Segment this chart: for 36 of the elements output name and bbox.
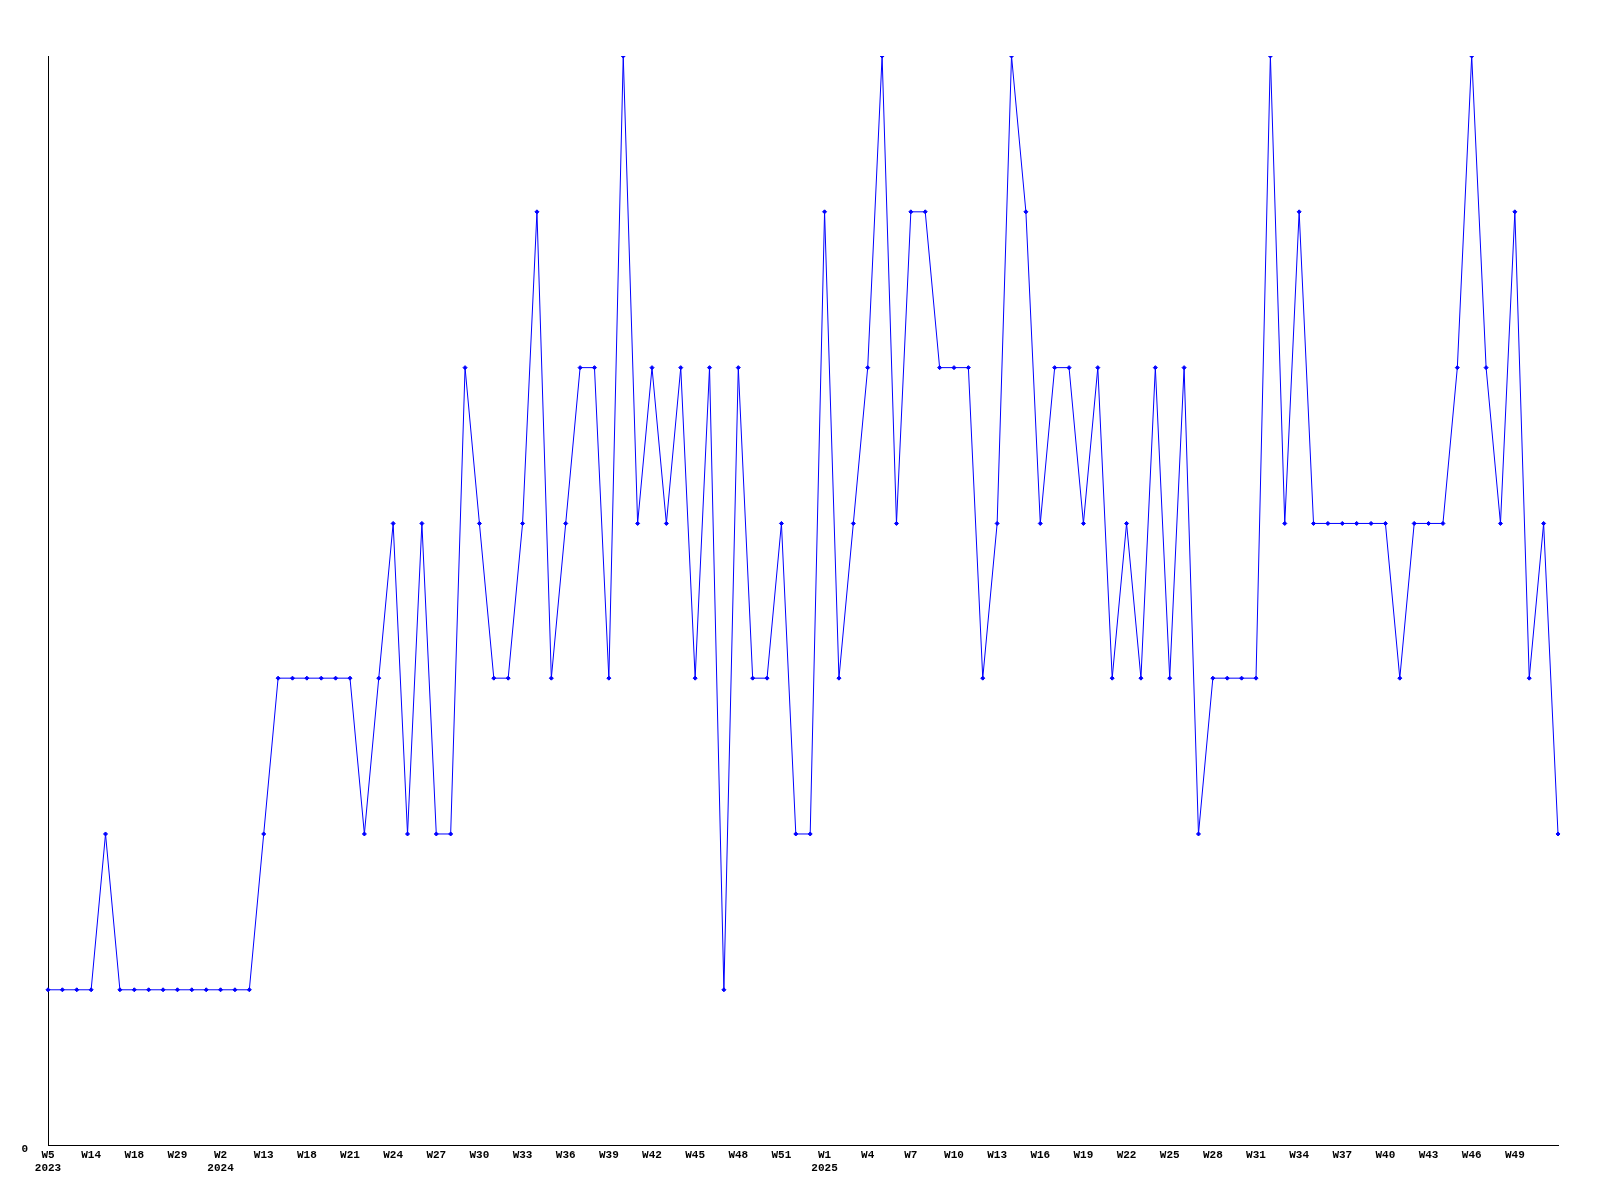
x-tick-label: W24: [383, 1148, 404, 1161]
x-tick-label: W34: [1289, 1148, 1310, 1161]
x-tick-label: W51: [771, 1148, 792, 1161]
x-tick-label: W22: [1116, 1148, 1137, 1161]
x-tick-label: W33: [512, 1148, 533, 1161]
x-tick-label: W5 2023: [34, 1148, 62, 1175]
x-tick-label: W10: [944, 1148, 964, 1161]
x-tick-label: W31: [1246, 1148, 1267, 1161]
x-tick-label: W28: [1202, 1148, 1224, 1161]
x-tick-label: W43: [1418, 1148, 1439, 1161]
x-tick-label: W4: [861, 1148, 875, 1161]
x-tick-label: W25: [1159, 1148, 1181, 1161]
x-tick-label: W7: [904, 1148, 918, 1161]
text: 0: [21, 1143, 28, 1156]
x-tick-label: W13: [987, 1148, 1008, 1161]
x-tick-label: W45: [685, 1148, 706, 1161]
x-tick-label: W14: [81, 1148, 102, 1161]
x-tick-label: W37: [1332, 1148, 1353, 1161]
x-tick-label: W21: [340, 1148, 361, 1161]
x-tick-label: W36: [555, 1148, 576, 1161]
x-tick-label: W48: [728, 1148, 749, 1161]
x-tick-label: W39: [598, 1148, 619, 1161]
x-tick-label: W18: [124, 1148, 145, 1161]
x-tick-label: W27: [426, 1148, 447, 1161]
x-tick-label: W16: [1030, 1148, 1051, 1161]
x-tick-label: W40: [1375, 1148, 1396, 1161]
x-tick-label: W30: [469, 1148, 490, 1161]
x-tick-label: W13: [253, 1148, 275, 1161]
x-tick-label: W1 2025: [811, 1148, 839, 1175]
x-tick-label: W2 2024: [207, 1148, 235, 1175]
x-tick-label: W18: [296, 1148, 318, 1161]
x-tick-label: W29: [167, 1148, 188, 1161]
x-tick-label: W19: [1073, 1148, 1094, 1161]
x-tick-label: W46: [1461, 1148, 1482, 1161]
x-tick-label: W42: [642, 1148, 662, 1161]
x-tick-label: W49: [1504, 1148, 1525, 1161]
